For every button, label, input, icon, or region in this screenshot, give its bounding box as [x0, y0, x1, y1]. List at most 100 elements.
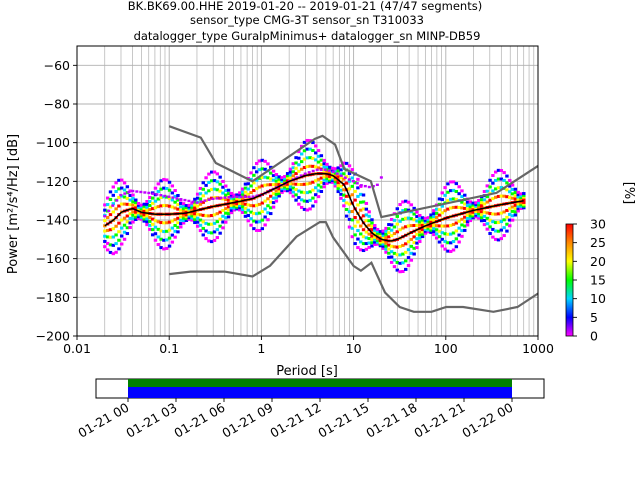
psd-cell — [364, 213, 369, 217]
psd-cell — [460, 234, 464, 238]
psd-cell — [432, 230, 436, 234]
psd-cell — [311, 196, 315, 200]
psd-cell — [482, 214, 487, 218]
timeline-tick-label: 01-21 00 — [75, 400, 131, 441]
psd-cell — [522, 195, 526, 199]
psd-cell — [316, 195, 321, 199]
psd-cell — [398, 253, 402, 257]
psd-cell — [460, 229, 464, 233]
psd-cell — [150, 233, 155, 237]
psd-cell-scatter — [147, 191, 151, 195]
psd-cell — [513, 197, 518, 201]
psd-cell — [381, 231, 385, 235]
psd-cell — [249, 217, 253, 221]
psd-cell — [190, 201, 194, 205]
psd-cell — [311, 180, 315, 184]
psd-cell — [319, 158, 324, 162]
psd-cell — [465, 223, 470, 227]
psd-cell — [243, 190, 248, 194]
psd-cell — [224, 220, 228, 224]
psd-cell — [210, 170, 214, 174]
psd-cell — [474, 203, 478, 207]
psd-cell — [297, 169, 301, 173]
psd-cell — [235, 203, 239, 207]
psd-cell — [271, 192, 276, 196]
psd-cell — [519, 194, 523, 198]
psd-cell — [246, 187, 250, 191]
psd-cell — [122, 188, 127, 192]
psd-cell — [260, 175, 265, 179]
psd-cell — [218, 175, 222, 179]
psd-cell — [336, 169, 340, 173]
psd-cell — [471, 205, 475, 209]
psd-cell — [493, 195, 498, 199]
psd-cell-scatter — [247, 195, 251, 198]
psd-cell — [299, 183, 304, 187]
psd-cell — [153, 238, 158, 242]
psd-cell — [142, 219, 146, 223]
psd-cell — [266, 162, 270, 166]
psd-cell — [465, 220, 470, 224]
psd-cell — [277, 187, 281, 191]
psd-cell — [468, 216, 473, 220]
psd-cell — [283, 187, 287, 191]
psd-cell — [342, 177, 346, 181]
psd-cell — [513, 213, 518, 217]
psd-cell — [474, 211, 478, 215]
psd-cell — [139, 208, 144, 212]
psd-cell — [429, 228, 433, 232]
psd-cell — [463, 220, 467, 224]
psd-cell — [260, 184, 265, 188]
psd-cell — [297, 196, 301, 200]
psd-cell — [291, 162, 295, 166]
psd-cell — [254, 228, 259, 232]
psd-cell — [359, 224, 363, 228]
psd-cell — [381, 240, 385, 244]
psd-cell — [420, 232, 425, 236]
psd-cell — [136, 202, 141, 206]
psd-cell-scatter — [135, 190, 139, 193]
psd-plot: 0.01 0.1 1 10 100 1000 −200 −180 −160 −140 −120 −1… — [6, 45, 554, 379]
psd-cell — [263, 207, 267, 211]
psd-cell — [325, 179, 329, 183]
psd-cell — [218, 189, 222, 193]
psd-cell — [443, 193, 447, 197]
psd-cell — [373, 224, 377, 228]
psd-cell — [283, 178, 287, 182]
psd-cell — [406, 256, 411, 260]
psd-cell — [477, 205, 481, 209]
psd-cell — [246, 182, 250, 186]
psd-cell — [488, 178, 492, 182]
psd-cell-scatter — [359, 184, 363, 187]
psd-cell — [246, 203, 250, 207]
psd-cell — [134, 218, 138, 222]
psd-cell — [254, 161, 259, 165]
psd-cell — [148, 215, 152, 219]
psd-cell — [105, 196, 110, 200]
psd-cell — [294, 188, 298, 192]
psd-cell — [471, 214, 475, 218]
psd-cell — [229, 194, 234, 198]
psd-cell — [170, 219, 175, 223]
psd-cell — [235, 202, 239, 206]
psd-cell — [210, 179, 214, 183]
psd-cell — [181, 204, 186, 208]
psd-cell — [201, 187, 205, 191]
psd-cell — [437, 197, 442, 201]
psd-cell — [145, 214, 149, 218]
psd-cell — [387, 247, 391, 251]
psd-cell — [434, 236, 439, 240]
psd-cell — [353, 242, 357, 246]
psd-cell — [373, 228, 377, 232]
psd-cell — [181, 209, 186, 213]
timeline-tick-label: 01-22 00 — [459, 400, 515, 441]
psd-cell — [263, 215, 267, 219]
psd-cell — [150, 207, 155, 211]
psd-cell — [493, 221, 498, 225]
psd-cell — [502, 178, 506, 182]
psd-cell — [266, 218, 270, 222]
psd-cell — [224, 198, 228, 202]
psd-cell — [139, 215, 144, 219]
psd-cell — [359, 240, 363, 244]
psd-cell — [150, 196, 155, 200]
